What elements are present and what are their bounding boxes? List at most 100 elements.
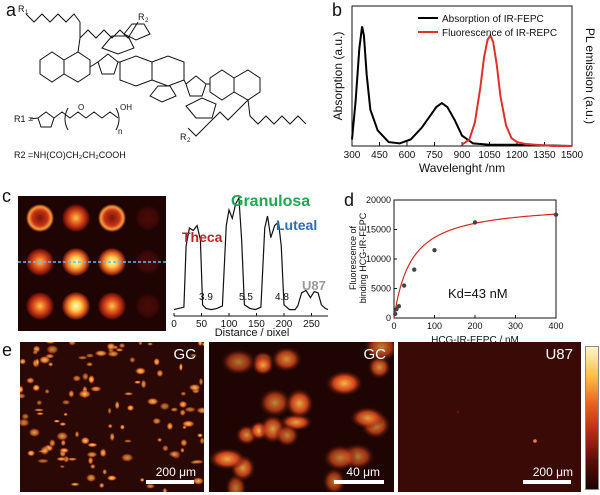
spectra-x-tick-label: 1500 [561,150,584,161]
cell-blob [363,342,394,363]
micro-tile-u87: U87 200 μm [398,342,581,492]
cell-blob [32,349,39,355]
binding-data-point [412,267,417,272]
u87-speck [533,439,537,443]
spectra-x-tick-label: 900 [454,150,471,161]
binding-data-point [396,304,402,309]
cell-blob [67,457,78,461]
cell-blob [33,408,45,412]
cell-blob [120,453,134,463]
spectra-x-tick-label: 1050 [478,150,501,161]
cell-blob [284,388,315,419]
cell-blob [180,391,187,397]
cell-blob [115,347,124,352]
cell-blob [159,402,171,411]
peak-value-theca: 3.9 [199,292,213,303]
binding-x-tick-label: 100 [427,321,442,331]
cell-blob [47,361,54,367]
spectra-x-label: Wavelenght /nm [419,161,505,175]
r1-top-sub: 1 [25,10,29,16]
profile-x-label: Distance / pixel [215,327,290,336]
cell-blob [70,482,80,487]
tile-3-scalebar [523,480,571,484]
cell-blob [59,422,67,427]
well-u87-3 [135,293,161,319]
hydroxyl-label: OH [120,103,132,112]
cell-blob [89,463,96,470]
profile-x-tick-label: 200 [276,319,293,330]
binding-y-tick-label: 20000 [366,195,391,205]
binding-x-tick-label: 400 [548,321,563,331]
tile-3-scalebar-label: 200 μm [532,465,573,479]
cell-blob [209,447,247,471]
r2-bottom-label: R [180,132,187,142]
colorbar [585,346,599,490]
cell-blob [106,474,118,482]
cell-blob [162,487,168,492]
profile-x-tick-label: 50 [196,319,208,330]
intensity-profile-chart: 0 50 100 150 200 250 Theca Granulosa Luteal U… [171,193,329,336]
cell-blob [81,372,89,381]
spectra-y-label-right: PL emission (a.u.) [583,28,597,124]
cell-blob [274,423,300,447]
spectra-x-tick-label: 300 [344,150,361,161]
peak-value-luteal: 4.8 [275,292,289,303]
cell-blob [107,407,112,415]
cell-blob [44,388,50,394]
cell-blob [180,447,185,454]
tile-1-label: GC [173,346,197,363]
cell-blob [168,450,180,458]
cell-blob [325,370,364,397]
cell-blob [178,400,188,409]
cell-blob [123,439,133,443]
cell-blob [129,356,136,364]
absorption-line [351,26,573,147]
panel-b-letter: b [332,0,343,20]
micro-tile-gc-high: GC 40 μm [209,342,394,492]
binding-x-tick-label: 300 [508,321,523,331]
cell-blob [195,406,204,414]
cell-blob [20,385,24,394]
cell-blob [25,377,35,384]
spectra-x-tick-label: 600 [399,150,416,161]
cell-blob [63,412,68,417]
cell-blob [197,342,203,347]
cell-blob [152,417,162,425]
cell-blob [198,377,204,386]
r2-bottom-sub: 2 [187,138,191,144]
cell-blob [28,427,41,438]
binding-y-tick-label: 0 [386,313,391,323]
cell-blob [118,342,126,349]
cell-blob [109,432,115,442]
binding-data-point [394,306,399,312]
well-theca-1 [26,204,54,232]
well-luteal-2 [98,248,126,276]
spectra-x-tick-label: 1350 [533,150,556,161]
cell-blob [322,444,358,472]
cell-blob [60,439,67,447]
profile-x-tick-label: 150 [248,319,265,330]
cell-blob [20,358,27,365]
cell-blob [188,383,202,392]
micro-tile-gc-high-image [209,342,394,492]
profile-x-tick-label: 0 [171,319,177,330]
cell-blob [85,353,95,358]
tile-1-scalebar-label: 200 μm [155,465,196,479]
binding-curve-chart: 0 100 200 300 400 0 5000 10000 15000 20000 Kd=43 … [348,195,564,346]
intensity-profile-line [173,195,329,311]
cell-blob [123,392,134,396]
cell-blob [68,389,75,398]
cell-blob [170,407,179,412]
binding-y-tick-label: 10000 [366,254,391,264]
r2-top-label: R [138,12,145,22]
micro-tile-gc-low-image [20,342,204,492]
cell-blob [153,357,161,366]
cell-blob [98,482,105,489]
cell-blob [349,406,386,430]
cell-blob [77,355,88,360]
cell-blob [39,445,50,456]
repeat-n-label: n [118,127,122,136]
cell-blob [85,361,94,367]
spectra-x-tick-label: 1200 [506,150,529,161]
binding-x-tick-label: 0 [391,321,396,331]
